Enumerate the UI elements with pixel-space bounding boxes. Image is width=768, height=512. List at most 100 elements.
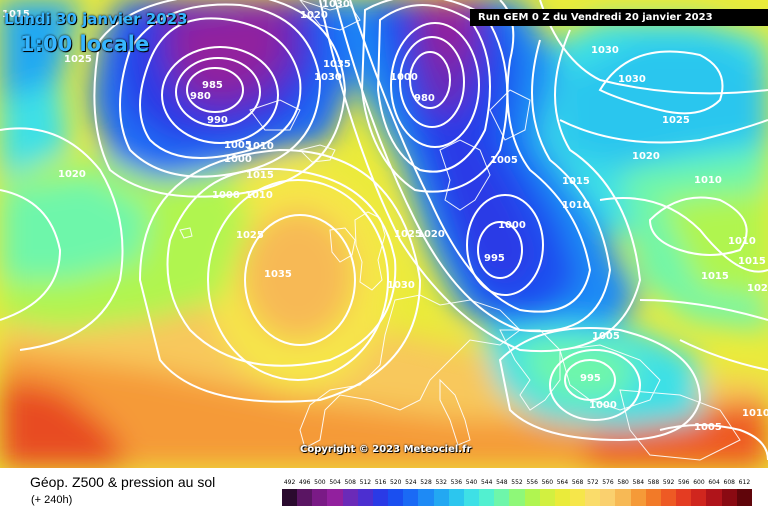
pressure-label: 1025 <box>64 54 92 65</box>
pressure-label: 1025 <box>662 115 690 126</box>
weather-map: 1015 1025 1020 1020 1030 985 980 990 100… <box>0 0 768 468</box>
color-scale-label: 516 <box>374 479 387 486</box>
color-scale-swatch <box>554 489 570 506</box>
color-scale-label: 556 <box>526 479 538 486</box>
pressure-label: 980 <box>190 91 211 102</box>
color-scale-swatch <box>660 489 677 506</box>
pressure-label: 1020 <box>300 10 328 21</box>
color-scale-label: 492 <box>283 479 296 486</box>
color-scale-swatch <box>615 489 631 506</box>
color-scale-swatch <box>600 489 616 506</box>
isobars <box>0 0 768 461</box>
pressure-label: 1020 <box>747 283 768 294</box>
pressure-label: 1015 <box>738 256 766 267</box>
color-scale-swatch <box>463 489 480 506</box>
pressure-label: 1000 <box>212 190 240 201</box>
pressure-label: 1010 <box>245 190 273 201</box>
color-scale-label: 572 <box>587 479 599 486</box>
color-scale-label: 584 <box>632 479 645 486</box>
pressure-label: 980 <box>414 93 435 104</box>
color-scale-swatch <box>418 489 434 506</box>
color-scale-label: 544 <box>480 479 493 486</box>
color-scale-swatch <box>569 489 586 506</box>
color-scale-label: 600 <box>693 479 705 486</box>
map-title: Géop. Z500 & pression au sol <box>30 474 216 490</box>
color-scale: 492 496 500 504 508 512 516 520 524 528 532 536 540 5… <box>282 479 752 509</box>
pressure-label: 1035 <box>323 59 351 70</box>
pressure-label: 1020 <box>417 229 445 240</box>
color-scale-label: 560 <box>541 479 554 486</box>
color-scale-label: 528 <box>420 479 432 486</box>
pressure-label: 995 <box>484 253 505 264</box>
color-scale-swatch <box>585 489 601 506</box>
color-scale-label: 520 <box>389 479 402 486</box>
color-scale-label: 508 <box>344 479 356 486</box>
legend-footer: Géop. Z500 & pression au sol (+ 240h) 49… <box>0 468 768 512</box>
color-scale-swatch <box>645 489 661 506</box>
pressure-label: 1010 <box>694 175 722 186</box>
pressure-label: 1015 <box>2 9 30 20</box>
model-run-banner: Run GEM 0 Z du Vendredi 20 janvier 2023 <box>470 9 768 26</box>
pressure-label: 995 <box>580 373 601 384</box>
pressure-label: 1005 <box>224 140 252 151</box>
color-scale-label: 596 <box>678 479 690 486</box>
color-scale-swatch <box>539 489 555 506</box>
pressure-label-layer: 1015 1025 1020 1020 1030 985 980 990 100… <box>2 0 768 433</box>
pressure-label: 1010 <box>562 200 590 211</box>
pressure-label: 1030 <box>591 45 619 56</box>
color-scale-label: 588 <box>647 479 660 486</box>
pressure-label: 1020 <box>58 169 86 180</box>
color-scale-label: 604 <box>708 479 720 486</box>
color-scale-swatch <box>691 489 707 506</box>
color-scale-swatch <box>357 489 373 506</box>
color-scale-swatch <box>297 489 313 506</box>
color-scale-label: 540 <box>465 479 478 486</box>
pressure-label: 1005 <box>694 422 722 433</box>
color-scale-swatch <box>372 489 389 506</box>
pressure-label: 1000 <box>390 72 418 83</box>
pressure-label: 1010 <box>728 236 756 247</box>
pressure-label: 1010 <box>742 408 768 419</box>
pressure-label: 1005 <box>592 331 620 342</box>
color-field <box>0 0 768 468</box>
copyright-notice: Copyright © 2023 Meteociel.fr <box>300 444 472 455</box>
color-scale-swatch <box>736 489 752 506</box>
color-scale-swatch <box>509 489 525 506</box>
pressure-label: 1020 <box>632 151 660 162</box>
forecast-range: (+ 240h) <box>31 494 73 506</box>
forecast-time: 1:00 locale <box>20 32 150 56</box>
pressure-label: 1030 <box>322 0 350 10</box>
color-scale-swatch <box>282 489 298 506</box>
color-scale-swatch <box>403 489 419 506</box>
color-scale-swatch <box>706 489 722 506</box>
color-scale-label: 608 <box>723 479 735 486</box>
coastlines <box>179 0 741 461</box>
color-scale-labels: 492 496 500 504 508 512 516 520 524 528 532 536 540 5… <box>282 479 752 489</box>
pressure-label: 1015 <box>246 170 274 181</box>
pressure-label: 1000 <box>224 154 252 165</box>
pressure-label: 985 <box>202 80 223 91</box>
pressure-label: 1010 <box>246 141 274 152</box>
color-scale-label: 564 <box>556 479 569 486</box>
color-scale-swatch <box>721 489 737 506</box>
forecast-date: Lundi 30 janvier 2023 <box>4 10 188 28</box>
pressure-label: 1025 <box>394 229 422 240</box>
pressure-label: 1005 <box>490 155 518 166</box>
color-scale-swatch <box>388 489 404 506</box>
color-scale-swatch <box>524 489 540 506</box>
color-scale-swatch <box>433 489 449 506</box>
color-scale-swatch <box>494 489 510 506</box>
pressure-label: 1035 <box>264 269 292 280</box>
pressure-label: 1025 <box>236 230 264 241</box>
color-scale-label: 576 <box>602 479 614 486</box>
color-scale-label: 524 <box>405 479 417 486</box>
color-scale-swatch <box>312 489 328 506</box>
color-scale-label: 496 <box>299 479 311 486</box>
color-scale-label: 504 <box>329 479 341 486</box>
pressure-label: 1030 <box>387 280 415 291</box>
color-scale-label: 532 <box>435 479 447 486</box>
color-scale-bar <box>282 489 752 506</box>
color-scale-label: 536 <box>450 479 463 486</box>
color-scale-label: 612 <box>738 479 751 486</box>
color-scale-label: 568 <box>571 479 584 486</box>
